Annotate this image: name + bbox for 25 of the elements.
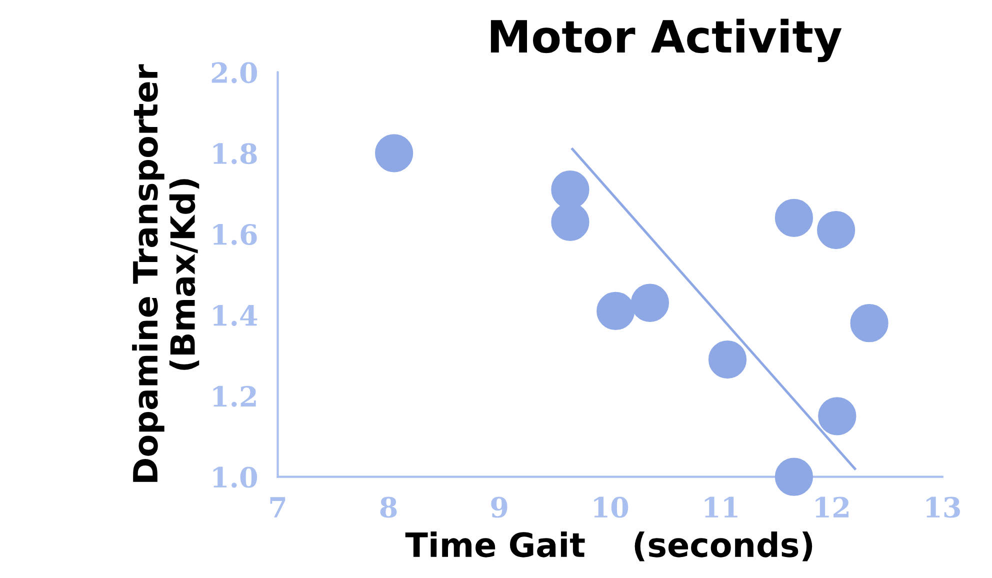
point xyxy=(630,284,670,322)
chart-title: Motor Activity xyxy=(490,18,842,62)
y-tick-label: 1.8 xyxy=(213,143,257,164)
x-tick-label: 8 xyxy=(380,496,397,518)
x-tick-label: 7 xyxy=(270,497,286,518)
y-tick-label: 2.0 xyxy=(212,62,258,84)
point xyxy=(818,397,856,436)
x-tick-label: 11 xyxy=(704,496,738,518)
x-tick-label: 12 xyxy=(816,496,848,518)
point xyxy=(774,198,814,237)
y-tick-label: 1.6 xyxy=(213,224,257,246)
y-tick-label: 1.0 xyxy=(213,466,258,488)
point xyxy=(708,340,747,379)
x-tick-label: 10 xyxy=(594,496,628,518)
point xyxy=(774,458,814,496)
x-tick-label: 9 xyxy=(491,496,508,518)
x-tick-label: 13 xyxy=(926,496,960,518)
y-axis-title: Dopamine Transporter (Bmax/Kd) xyxy=(132,64,200,482)
point xyxy=(596,292,635,330)
point xyxy=(816,210,856,250)
point xyxy=(375,134,414,172)
y-tick-label: 1.2 xyxy=(213,386,256,407)
y-tick-label: 1.4 xyxy=(213,304,258,326)
point xyxy=(850,304,888,342)
x-axis-title: Time Gait (seconds) xyxy=(405,532,812,562)
